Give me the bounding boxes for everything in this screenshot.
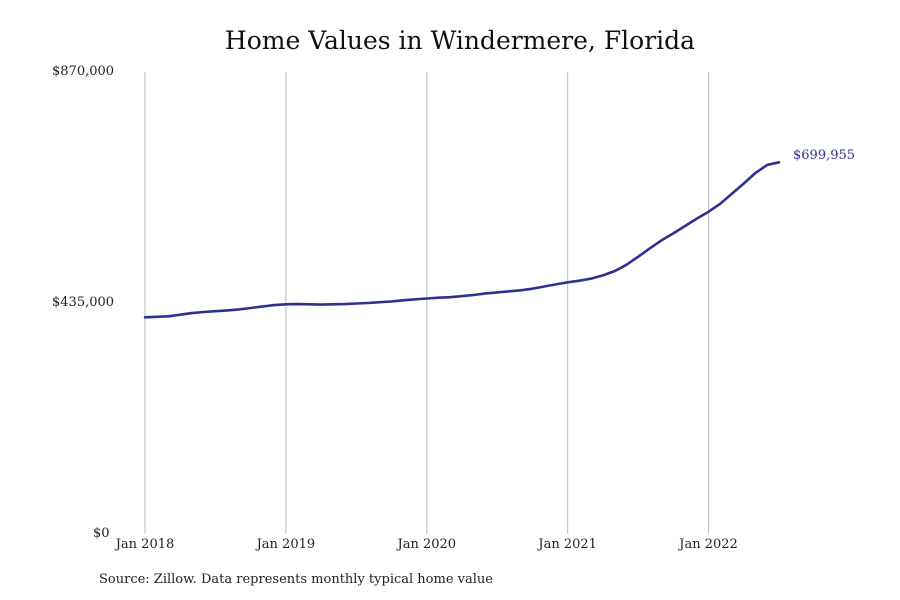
x-tick-label-2018: Jan 2018 [115, 537, 175, 552]
end-value-label: $699,955 [793, 148, 856, 163]
y-tick-label-top: $870,000 [52, 64, 115, 79]
chart-title: Home Values in Windermere, Florida [224, 26, 696, 55]
x-tick-label-2020: Jan 2020 [397, 537, 457, 552]
y-tick-label-middle: $435,000 [52, 295, 115, 310]
series-line-0 [143, 161, 781, 319]
x-tick-label-2022: Jan 2022 [679, 537, 738, 552]
y-tick-label-bottom: $0 [93, 526, 110, 541]
x-tick-label-2021: Jan 2021 [538, 537, 597, 552]
x-tick-label-2019: Jan 2019 [256, 537, 316, 552]
source-note: Source: Zillow. Data represents monthly … [99, 572, 493, 587]
